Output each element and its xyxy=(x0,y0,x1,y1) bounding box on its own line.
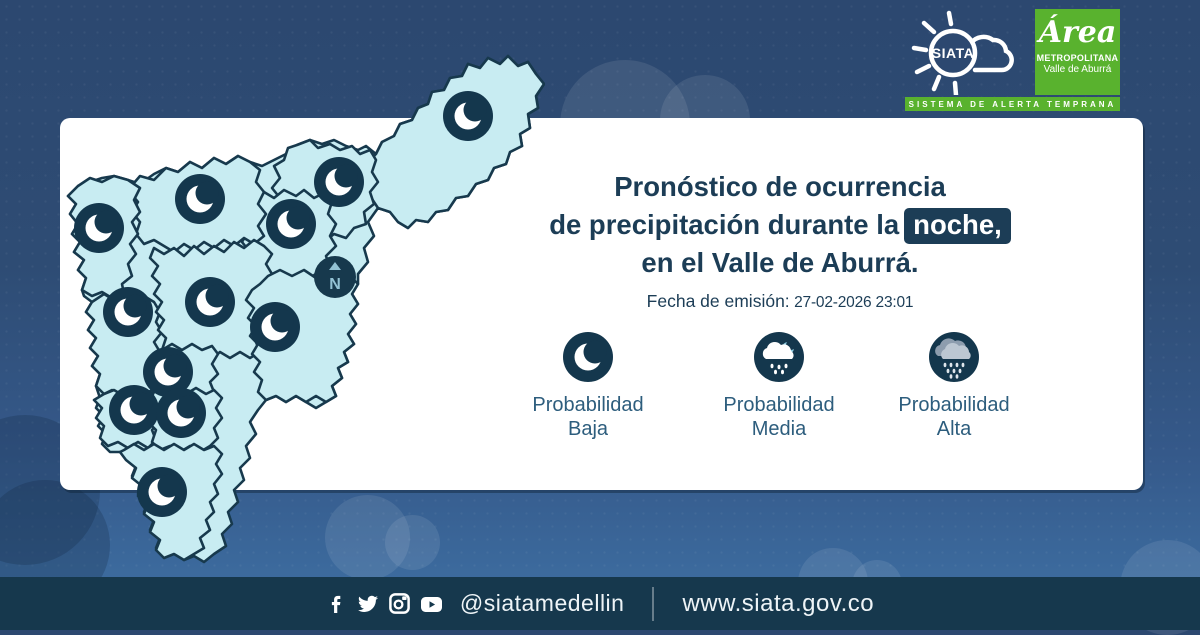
title-line-1: Pronóstico de ocurrencia xyxy=(614,171,946,202)
title-line-3: en el Valle de Aburrá. xyxy=(641,247,919,278)
municipality-region xyxy=(358,54,545,230)
legend-item-baja: Probabilidad Baja xyxy=(503,332,673,441)
map-moon-marker xyxy=(314,157,364,207)
map-moon-marker xyxy=(156,388,206,438)
valle-de-aburra-map: N xyxy=(66,54,545,564)
map-moon-marker xyxy=(74,203,124,253)
forecast-title: Pronóstico de ocurrencia de precipitació… xyxy=(480,168,1080,282)
area-logo-script: Área xyxy=(1038,15,1117,50)
legend-item-alta: Probabilidad Alta xyxy=(869,332,1039,441)
map-moon-marker xyxy=(250,302,300,352)
area-logo-line1: METROPOLITANA xyxy=(1036,53,1119,63)
cloud-outline-icon xyxy=(968,34,1014,73)
siata-logo: SIATA xyxy=(903,5,1033,98)
emission-date: Fecha de emisión: 27-02-2026 23:01 xyxy=(480,291,1080,312)
moon-icon xyxy=(563,332,613,382)
cloud-heavy-rain-icon xyxy=(929,332,979,382)
website-link[interactable]: www.siata.gov.co xyxy=(682,589,875,617)
legend-label: Alta xyxy=(936,418,972,440)
sun-rays-icon xyxy=(911,10,959,98)
emission-label: Fecha de emisión: xyxy=(646,291,790,311)
compass-north-icon: N xyxy=(314,256,356,298)
siata-tagline: SISTEMA DE ALERTA TEMPRANA xyxy=(905,97,1120,111)
map-moon-marker xyxy=(185,277,235,327)
background-cloud xyxy=(325,495,410,580)
footer-divider xyxy=(652,586,655,621)
map-moon-marker xyxy=(109,385,159,435)
title-line-2: de precipitación durante la xyxy=(549,209,900,240)
svg-text:N: N xyxy=(329,276,341,293)
legend-label: Probabilidad xyxy=(532,394,644,416)
map-moon-marker xyxy=(443,91,493,141)
facebook-icon[interactable] xyxy=(326,593,348,615)
siata-logo-text: SIATA xyxy=(932,45,974,61)
map-moon-marker xyxy=(103,287,153,337)
highlight-noche: noche, xyxy=(904,208,1011,244)
twitter-icon[interactable] xyxy=(356,592,380,616)
cloud-rain-moon-icon xyxy=(754,332,804,382)
legend-label: Baja xyxy=(567,418,609,440)
map-moon-marker xyxy=(266,199,316,249)
legend-label: Media xyxy=(751,418,807,440)
youtube-icon[interactable] xyxy=(419,592,444,616)
legend-label: Probabilidad xyxy=(723,394,835,416)
map-moon-marker xyxy=(137,467,187,517)
area-metropolitana-logo: Área METROPOLITANA Valle de Aburrá xyxy=(1035,9,1120,95)
instagram-icon[interactable] xyxy=(388,592,411,615)
footer-bar: @siatamedellin www.siata.gov.co xyxy=(0,577,1200,630)
social-handle[interactable]: @siatamedellin xyxy=(459,590,625,616)
background-cloud xyxy=(385,515,440,570)
area-logo-line2: Valle de Aburrá xyxy=(1043,64,1112,75)
legend-label: Probabilidad xyxy=(898,394,1010,416)
emission-value: 27-02-2026 23:01 xyxy=(794,294,914,311)
map-moon-marker xyxy=(175,174,225,224)
legend-item-media: Probabilidad Media xyxy=(694,332,864,441)
